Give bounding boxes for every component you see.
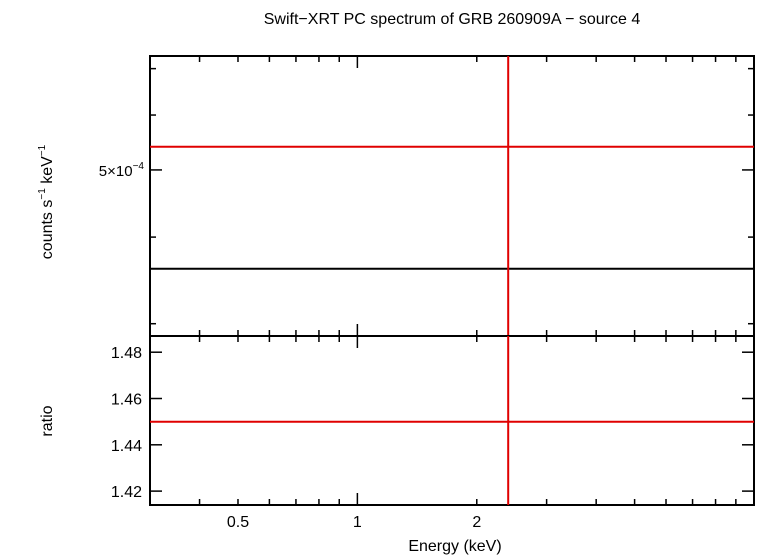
y-tick-label: 1.46	[111, 392, 142, 409]
y-tick-label: 1.42	[111, 484, 142, 501]
plot-frame-spectrum	[149, 55, 755, 337]
y-axis-label-spectrum: counts s−1 keV−1	[37, 144, 56, 259]
x-axis-label: Energy (keV)	[408, 538, 501, 555]
y-axis-label-ratio: ratio	[39, 405, 56, 436]
chart-title: Swift−XRT PC spectrum of GRB 260909A − s…	[264, 11, 641, 28]
y-tick-label: 1.44	[111, 438, 142, 455]
x-tick-label: 0.5	[227, 514, 249, 531]
y-tick-label: 1.48	[111, 345, 142, 362]
x-tick-label: 2	[472, 514, 481, 531]
y-tick-label: 5×10−4	[99, 161, 145, 180]
x-tick-label: 1	[353, 514, 362, 531]
plot-frame-ratio	[149, 335, 755, 506]
